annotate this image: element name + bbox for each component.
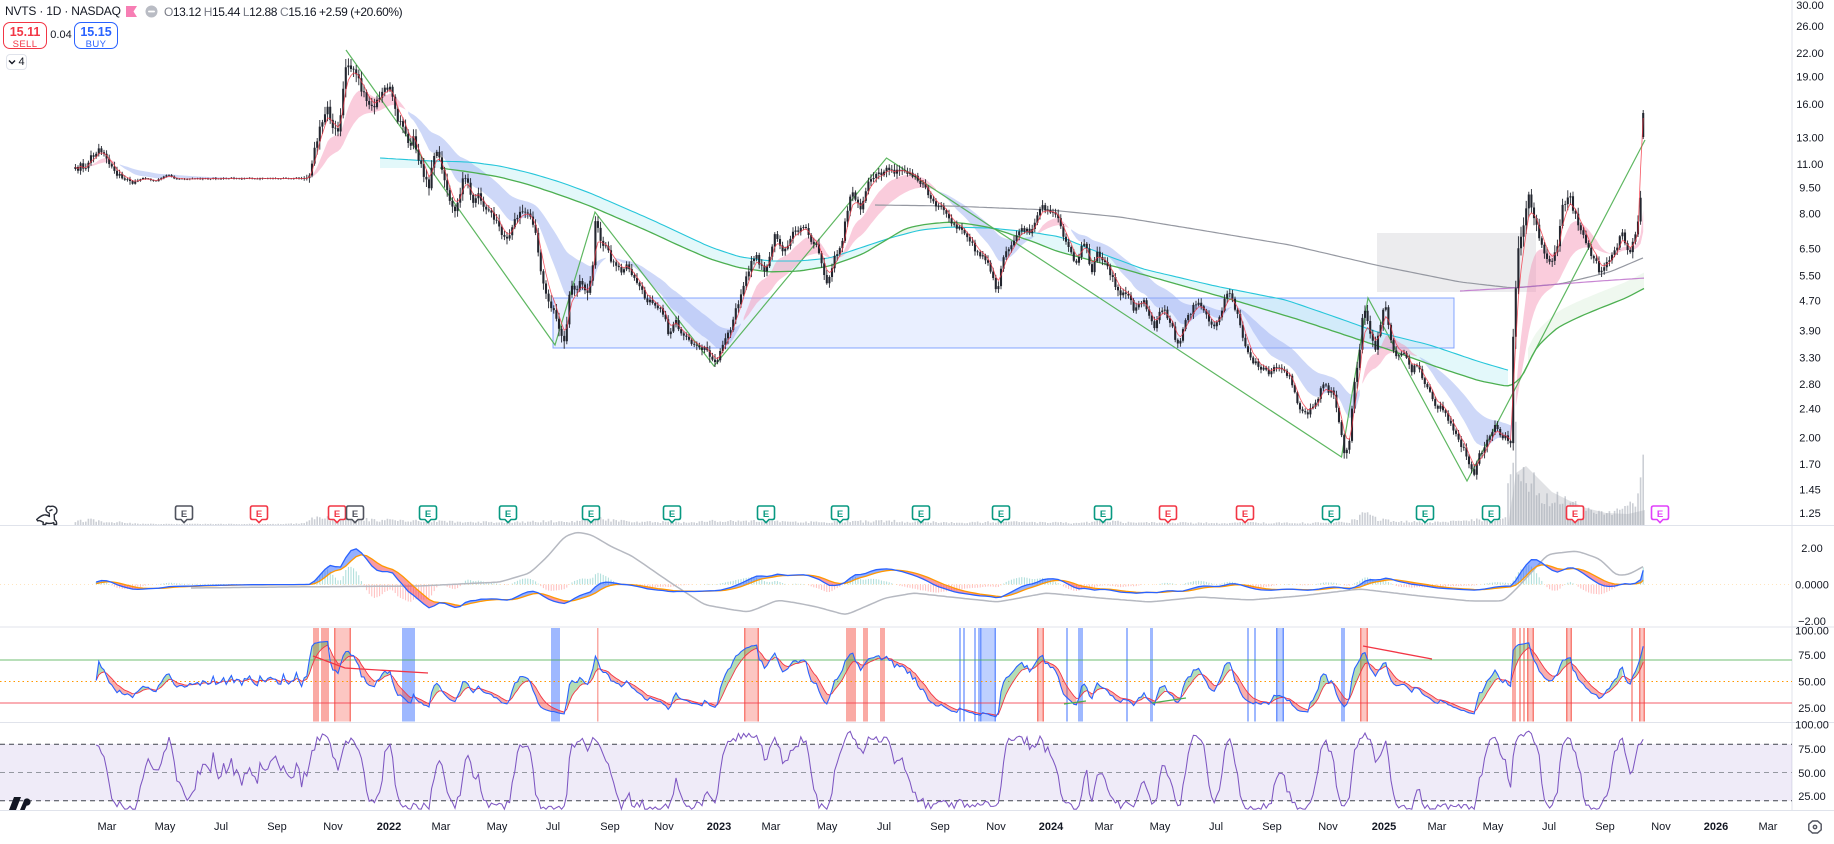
svg-text:E: E	[998, 509, 1004, 520]
svg-text:Mar: Mar	[762, 821, 781, 833]
svg-text:4.70: 4.70	[1799, 296, 1820, 308]
svg-text:Jul: Jul	[214, 821, 228, 833]
svg-text:E: E	[352, 509, 358, 520]
svg-text:13.00: 13.00	[1796, 132, 1824, 144]
svg-text:2.80: 2.80	[1799, 379, 1820, 391]
svg-text:E: E	[1242, 509, 1248, 520]
svg-text:5.50: 5.50	[1799, 270, 1820, 282]
svg-text:22.00: 22.00	[1796, 48, 1824, 60]
svg-text:Nov: Nov	[1318, 821, 1338, 833]
svg-text:Sep: Sep	[1262, 821, 1282, 833]
svg-text:E: E	[669, 509, 675, 520]
svg-text:E: E	[505, 509, 511, 520]
svg-text:Mar: Mar	[98, 821, 117, 833]
svg-text:100.00: 100.00	[1795, 720, 1829, 732]
svg-text:Jul: Jul	[1209, 821, 1223, 833]
svg-text:Nov: Nov	[986, 821, 1006, 833]
svg-text:E: E	[1572, 509, 1578, 520]
svg-text:30.00: 30.00	[1796, 0, 1824, 12]
svg-text:2026: 2026	[1704, 821, 1728, 833]
svg-text:Mar: Mar	[1095, 821, 1114, 833]
svg-text:Jul: Jul	[1542, 821, 1556, 833]
svg-text:May: May	[155, 821, 176, 833]
svg-text:E: E	[918, 509, 924, 520]
svg-text:E: E	[837, 509, 843, 520]
svg-text:E: E	[1328, 509, 1334, 520]
svg-text:50.00: 50.00	[1798, 768, 1826, 780]
svg-text:Mar: Mar	[432, 821, 451, 833]
svg-text:−2.00: −2.00	[1798, 616, 1826, 628]
svg-text:75.00: 75.00	[1798, 650, 1826, 662]
svg-text:100.00: 100.00	[1795, 626, 1829, 638]
svg-text:1.45: 1.45	[1799, 485, 1820, 497]
svg-text:2.00: 2.00	[1801, 543, 1822, 555]
svg-text:E: E	[1488, 509, 1494, 520]
svg-text:0.0000: 0.0000	[1795, 580, 1829, 592]
svg-text:9.50: 9.50	[1799, 183, 1820, 195]
svg-text:6.50: 6.50	[1799, 244, 1820, 256]
svg-text:25.00: 25.00	[1798, 791, 1826, 803]
svg-text:25.00: 25.00	[1798, 703, 1826, 715]
svg-text:E: E	[181, 509, 187, 520]
svg-text:2.00: 2.00	[1799, 433, 1820, 445]
svg-text:50.00: 50.00	[1798, 677, 1826, 689]
svg-text:E: E	[1422, 509, 1428, 520]
svg-text:May: May	[1150, 821, 1171, 833]
svg-text:E: E	[1100, 509, 1106, 520]
svg-text:3.90: 3.90	[1799, 325, 1820, 337]
svg-text:Sep: Sep	[267, 821, 287, 833]
svg-text:May: May	[487, 821, 508, 833]
svg-text:19.00: 19.00	[1796, 71, 1824, 83]
svg-text:1.70: 1.70	[1799, 459, 1820, 471]
svg-text:11.00: 11.00	[1797, 159, 1824, 171]
svg-text:May: May	[817, 821, 838, 833]
svg-text:Sep: Sep	[600, 821, 620, 833]
svg-text:Sep: Sep	[930, 821, 950, 833]
svg-text:2024: 2024	[1039, 821, 1064, 833]
svg-text:E: E	[256, 509, 262, 520]
svg-text:16.00: 16.00	[1796, 99, 1824, 111]
svg-text:3.30: 3.30	[1799, 352, 1820, 364]
svg-text:Nov: Nov	[1651, 821, 1671, 833]
svg-text:26.00: 26.00	[1796, 21, 1824, 33]
svg-text:75.00: 75.00	[1798, 744, 1826, 756]
svg-text:E: E	[1657, 509, 1663, 520]
svg-text:1.25: 1.25	[1799, 508, 1820, 520]
svg-text:2025: 2025	[1372, 821, 1396, 833]
svg-text:2023: 2023	[707, 821, 731, 833]
svg-text:E: E	[588, 509, 594, 520]
svg-text:Jul: Jul	[546, 821, 560, 833]
svg-text:2022: 2022	[377, 821, 401, 833]
svg-text:Mar: Mar	[1428, 821, 1447, 833]
svg-text:E: E	[334, 509, 340, 520]
svg-text:E: E	[763, 509, 769, 520]
svg-text:Sep: Sep	[1595, 821, 1615, 833]
svg-text:Mar: Mar	[1759, 821, 1778, 833]
svg-text:E: E	[1165, 509, 1171, 520]
svg-text:8.00: 8.00	[1799, 209, 1820, 221]
svg-text:Nov: Nov	[654, 821, 674, 833]
svg-text:2.40: 2.40	[1799, 404, 1820, 416]
svg-text:E: E	[425, 509, 431, 520]
svg-text:Nov: Nov	[323, 821, 343, 833]
svg-text:May: May	[1483, 821, 1504, 833]
svg-text:Jul: Jul	[877, 821, 891, 833]
